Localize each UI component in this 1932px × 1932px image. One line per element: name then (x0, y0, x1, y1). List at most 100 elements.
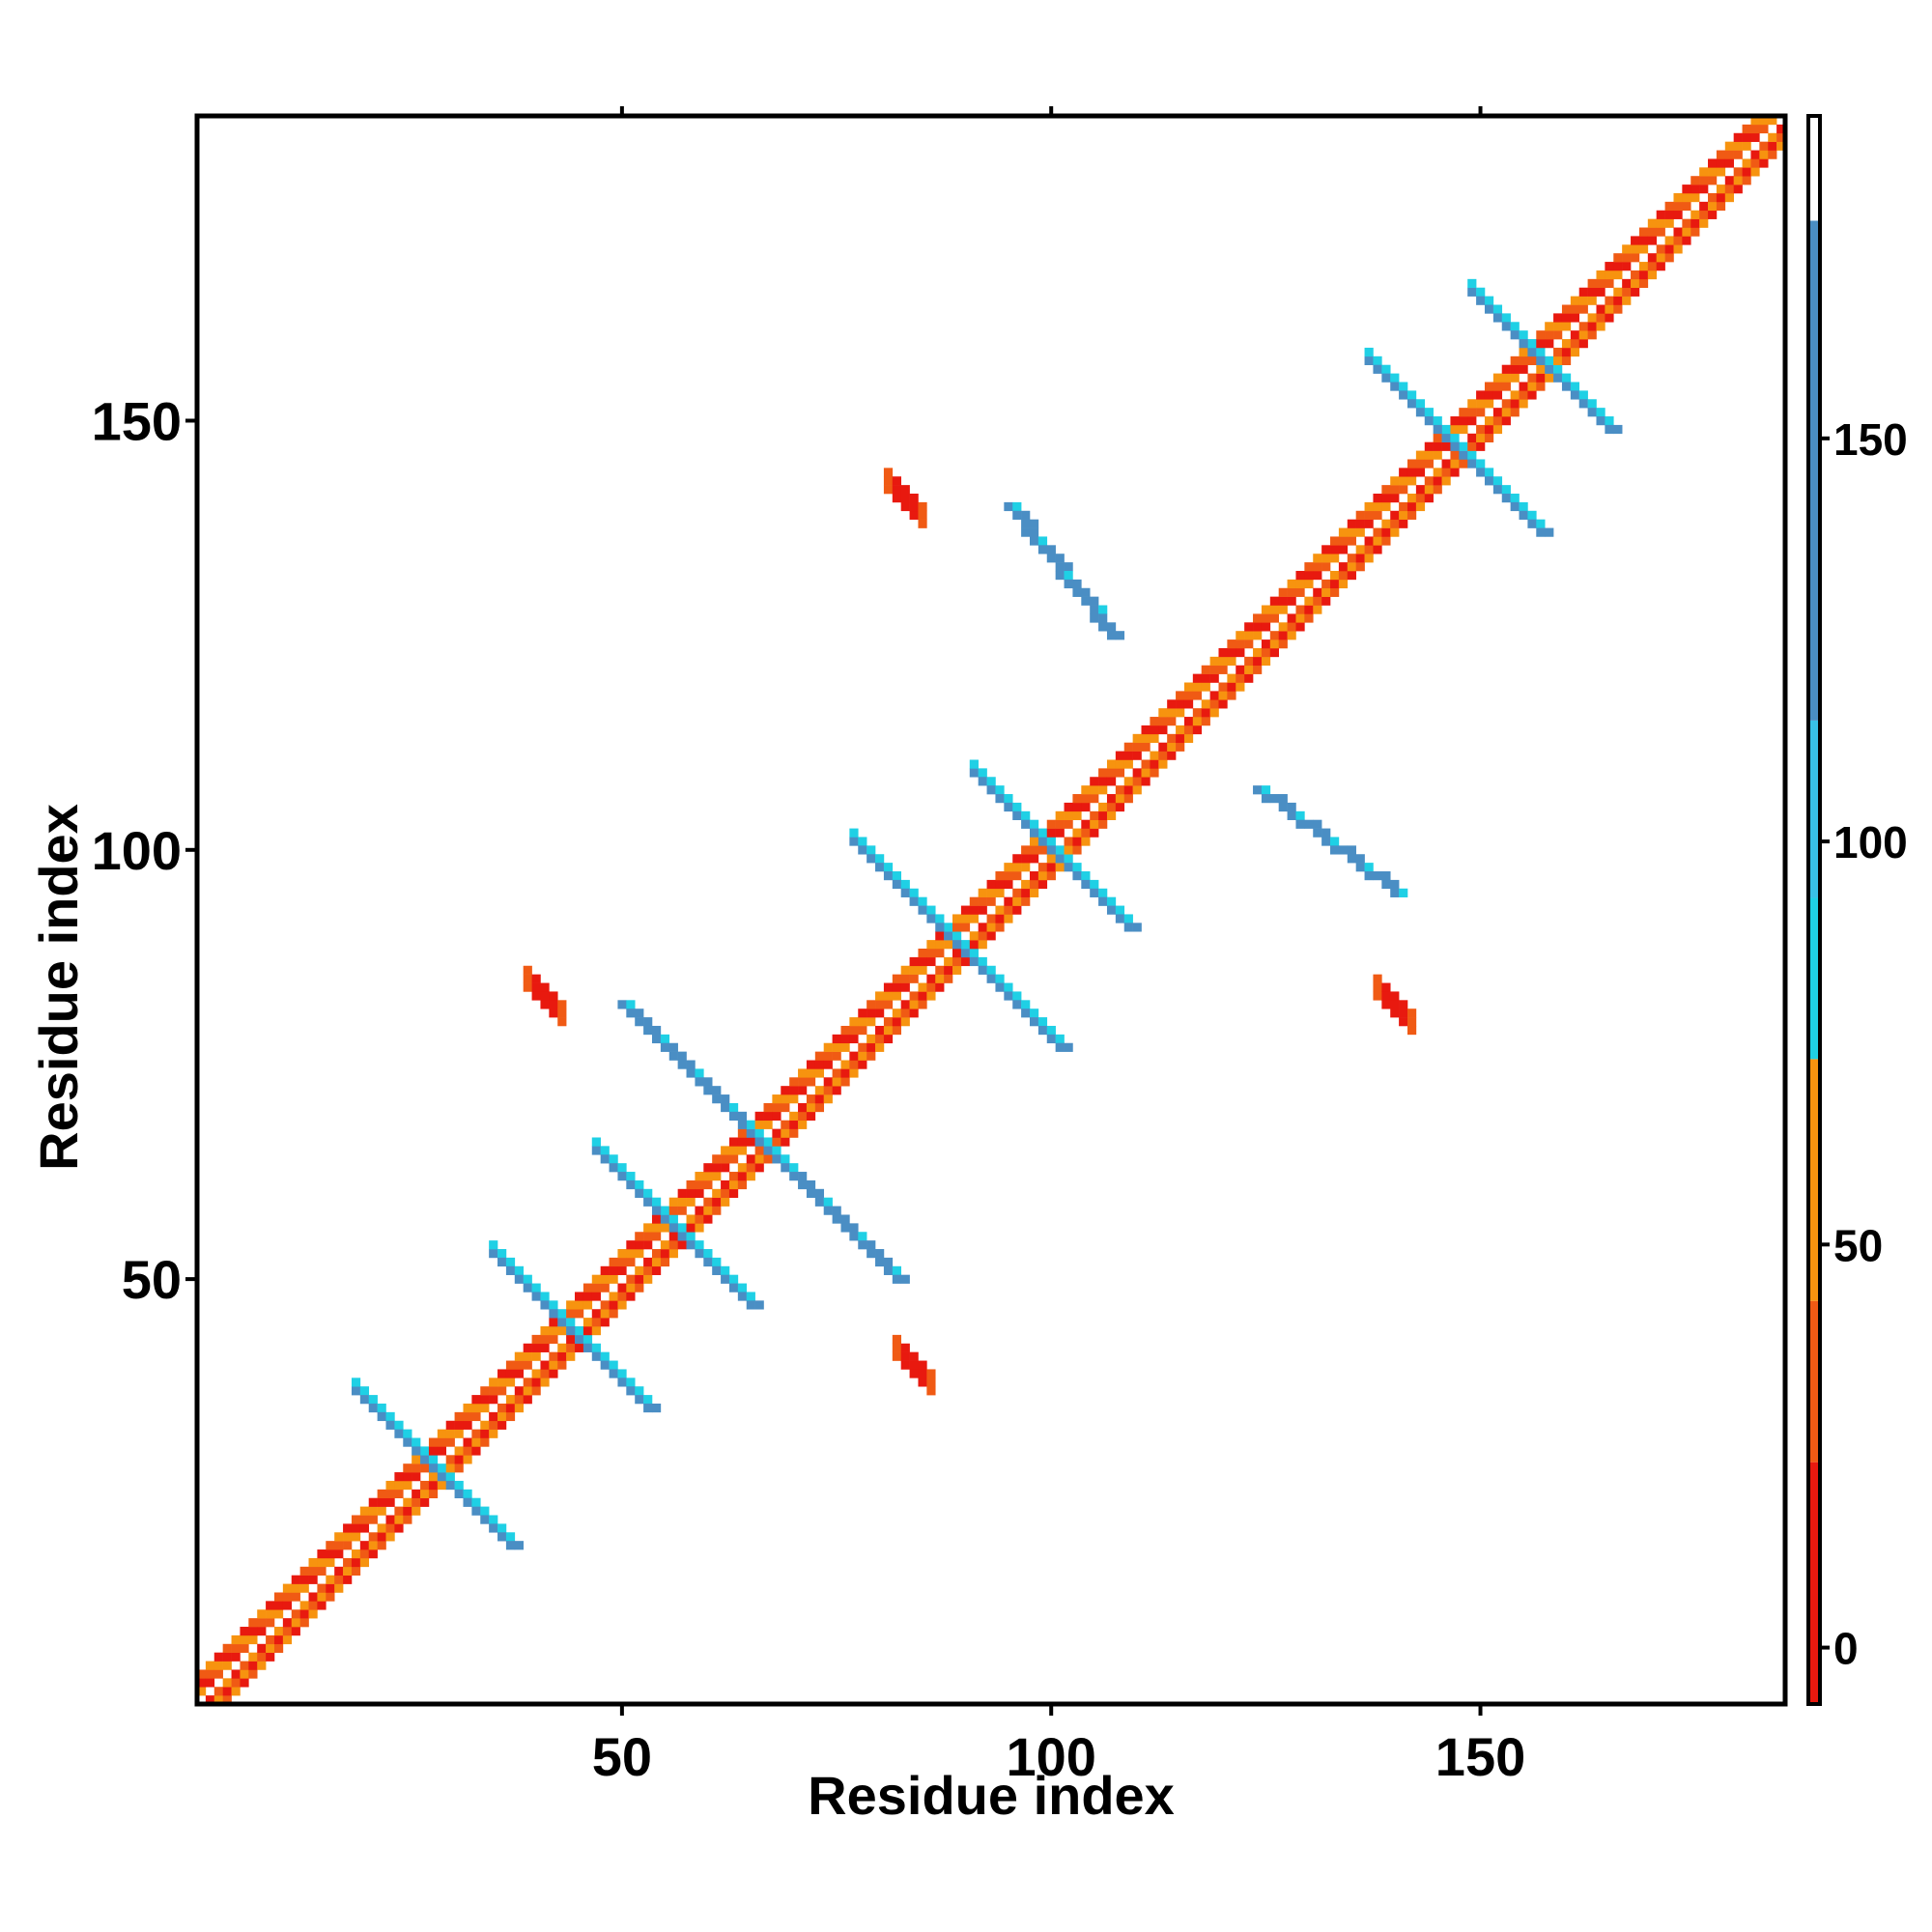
heatmap-cell (1647, 227, 1658, 237)
heatmap-cell (1561, 322, 1572, 331)
heatmap-cell (1347, 845, 1356, 855)
heatmap-cell (867, 1042, 876, 1052)
heatmap-cell (299, 1609, 309, 1619)
heatmap-cell (1716, 150, 1726, 159)
heatmap-cell (900, 974, 910, 983)
heatmap-cell (1081, 794, 1091, 804)
heatmap-cell (952, 931, 962, 941)
heatmap-cell (1690, 192, 1700, 203)
heatmap-cell (1090, 777, 1099, 786)
heatmap-cell (1501, 485, 1511, 495)
heatmap-cell (1176, 708, 1185, 718)
heatmap-cell (1106, 802, 1117, 812)
heatmap-cell (1055, 1042, 1065, 1052)
heatmap-cell (557, 1351, 567, 1361)
heatmap-cell (832, 1051, 841, 1061)
heatmap-cell (1253, 631, 1263, 640)
heatmap-cell (1167, 717, 1177, 726)
heatmap-cell (1390, 373, 1400, 383)
heatmap-cell (1355, 527, 1365, 537)
heatmap-cell (591, 1137, 601, 1147)
heatmap-cell (1510, 399, 1520, 409)
heatmap-cell (1304, 570, 1314, 581)
heatmap-cell (489, 1429, 498, 1438)
heatmap-cell (1227, 647, 1236, 658)
heatmap-cell (1338, 545, 1349, 554)
heatmap-cell (952, 923, 962, 932)
heatmap-cell (240, 1643, 249, 1653)
heatmap-cell (1098, 802, 1108, 812)
heatmap-cell (1527, 382, 1537, 391)
heatmap-cell (1708, 176, 1718, 185)
heatmap-cell (445, 1472, 455, 1482)
heatmap-cell (1553, 347, 1563, 357)
heatmap-cell (909, 494, 919, 503)
heatmap-cell (1209, 691, 1219, 700)
heatmap-cell (1123, 751, 1133, 760)
heatmap-cell (1269, 794, 1279, 804)
heatmap-cell (1167, 708, 1177, 718)
heatmap-cell (789, 1128, 799, 1138)
heatmap-cell (883, 1017, 894, 1027)
heatmap-cell (1141, 768, 1151, 778)
heatmap-cell (1021, 854, 1031, 864)
heatmap-cell (1132, 777, 1142, 786)
heatmap-cell (1209, 708, 1219, 718)
heatmap-cell (900, 1351, 910, 1361)
heatmap-cell (489, 1523, 498, 1533)
heatmap-cell (1021, 1009, 1031, 1018)
heatmap-cell (1081, 828, 1091, 838)
heatmap-cell (1399, 1009, 1408, 1018)
heatmap-cell (635, 1232, 644, 1241)
heatmap-cell (695, 1068, 704, 1078)
heatmap-cell (1716, 192, 1726, 203)
heatmap-cell (832, 1034, 841, 1044)
heatmap-cell (1330, 587, 1340, 597)
heatmap-cell (505, 1403, 516, 1413)
heatmap-cell (1004, 982, 1013, 992)
heatmap-cell (1441, 476, 1451, 486)
heatmap-cell (1570, 390, 1580, 400)
heatmap-cell (1373, 355, 1382, 366)
heatmap-cell (1072, 863, 1082, 872)
heatmap-cell (969, 914, 979, 923)
heatmap-cell (1467, 450, 1477, 460)
heatmap-cell (1150, 768, 1159, 778)
heatmap-cell (1484, 424, 1494, 435)
heatmap-cell (721, 1163, 730, 1173)
heatmap-cell (1081, 587, 1091, 597)
heatmap-cell (1399, 501, 1408, 512)
heatmap-cell (566, 1300, 576, 1310)
heatmap-cell (858, 1025, 867, 1036)
heatmap-cell (677, 1223, 687, 1233)
heatmap-cell (1055, 845, 1065, 855)
heatmap-cell (823, 1077, 833, 1087)
heatmap-cell (737, 1283, 748, 1293)
heatmap-cell (1132, 768, 1142, 778)
heatmap-cell (1012, 854, 1022, 864)
heatmap-cell (1733, 150, 1743, 159)
heatmap-cell (1106, 622, 1117, 632)
heatmap-cell (1072, 587, 1082, 597)
heatmap-cell (385, 1515, 395, 1524)
heatmap-cell (1321, 579, 1331, 589)
heatmap-cell (695, 1223, 704, 1233)
heatmap-cell (1364, 545, 1374, 554)
heatmap-cell (591, 1146, 601, 1155)
heatmap-cell (1115, 631, 1125, 640)
heatmap-cell (1029, 879, 1039, 890)
heatmap-cell (1064, 570, 1073, 581)
heatmap-cell (960, 956, 971, 967)
heatmap-cell (351, 1386, 361, 1396)
heatmap-cell (1390, 879, 1400, 890)
heatmap-cell (359, 1523, 370, 1533)
heatmap-cell (205, 1695, 215, 1705)
heatmap-cell (1064, 863, 1073, 872)
heatmap-cell (412, 1472, 421, 1482)
heatmap-cell (1553, 330, 1563, 340)
heatmap-cell (1553, 313, 1563, 323)
heatmap-cell (1287, 579, 1296, 589)
heatmap-cell (1519, 339, 1528, 349)
y-tick-label: 50 (122, 1249, 182, 1310)
heatmap-cell (368, 1506, 378, 1516)
